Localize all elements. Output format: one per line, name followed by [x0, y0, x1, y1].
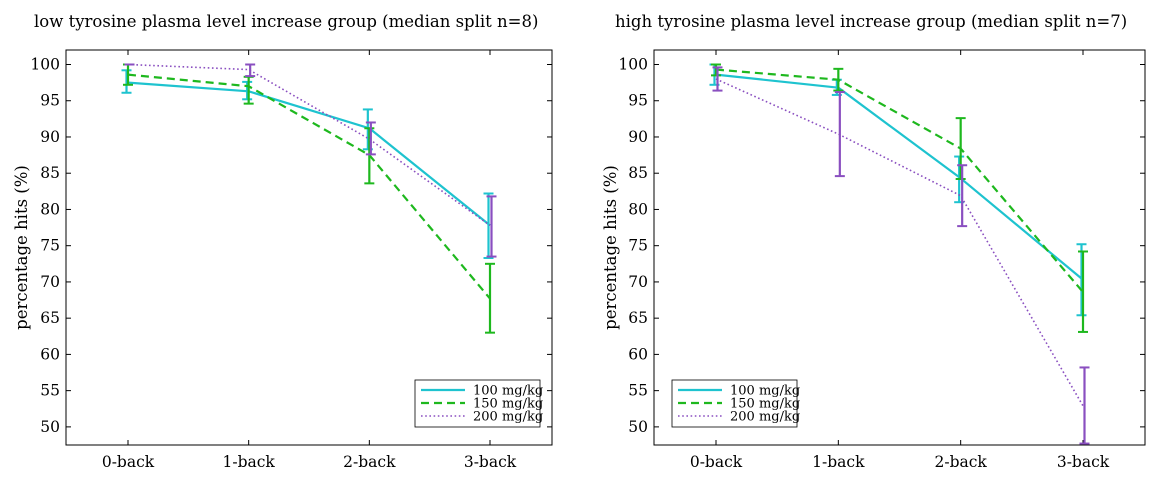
y-tick-label: 60	[628, 345, 648, 363]
y-tick-label: 65	[628, 309, 648, 327]
x-tick-label: 0-back	[102, 453, 155, 471]
x-tick-label: 3-back	[464, 453, 517, 471]
x-tick-label: 2-back	[343, 453, 396, 471]
chart-panel-1: low tyrosine plasma level increase group…	[12, 12, 553, 471]
y-tick-label: 100	[30, 55, 60, 73]
legend-label: 150 mg/kg	[730, 397, 800, 412]
series-line-2	[127, 73, 491, 300]
y-tick-label: 65	[40, 309, 60, 327]
x-tick-label: 0-back	[690, 453, 743, 471]
y-tick-label: 90	[628, 128, 648, 146]
y-tick-label: 85	[40, 164, 60, 182]
y-tick-label: 100	[618, 55, 648, 73]
y-tick-label: 60	[40, 345, 60, 363]
series-line-1	[127, 81, 491, 227]
x-tick-label: 3-back	[1057, 453, 1110, 471]
y-axis-label: percentage hits (%)	[601, 165, 620, 330]
series-line-3	[715, 78, 1084, 407]
legend-label: 100 mg/kg	[473, 384, 543, 399]
y-tick-label: 90	[40, 128, 60, 146]
legend-label: 200 mg/kg	[473, 410, 543, 425]
x-tick-label: 2-back	[934, 453, 987, 471]
y-tick-label: 95	[628, 92, 648, 110]
y-tick-label: 75	[40, 237, 60, 255]
y-tick-label: 75	[628, 237, 648, 255]
chart-title: high tyrosine plasma level increase grou…	[615, 12, 1127, 31]
y-tick-label: 55	[40, 382, 60, 400]
y-tick-label: 80	[628, 200, 648, 218]
y-tick-label: 50	[628, 418, 648, 436]
y-tick-label: 55	[628, 382, 648, 400]
y-axis-label: percentage hits (%)	[12, 165, 31, 330]
chart-title: low tyrosine plasma level increase group…	[34, 12, 538, 31]
plot-frame	[65, 49, 553, 446]
series-line-2	[715, 68, 1084, 293]
series-line-1	[715, 73, 1084, 281]
legend-label: 200 mg/kg	[730, 410, 800, 425]
legend-label: 100 mg/kg	[730, 384, 800, 399]
x-tick-label: 1-back	[222, 453, 275, 471]
plot-frame	[653, 49, 1146, 446]
y-tick-label: 70	[628, 273, 648, 291]
y-tick-label: 80	[40, 200, 60, 218]
y-tick-label: 95	[40, 92, 60, 110]
y-tick-label: 70	[40, 273, 60, 291]
legend-label: 150 mg/kg	[473, 397, 543, 412]
x-tick-label: 1-back	[812, 453, 865, 471]
y-tick-label: 50	[40, 418, 60, 436]
y-tick-label: 85	[628, 164, 648, 182]
series-line-3	[127, 63, 491, 227]
chart-panel-2: high tyrosine plasma level increase grou…	[601, 12, 1146, 471]
